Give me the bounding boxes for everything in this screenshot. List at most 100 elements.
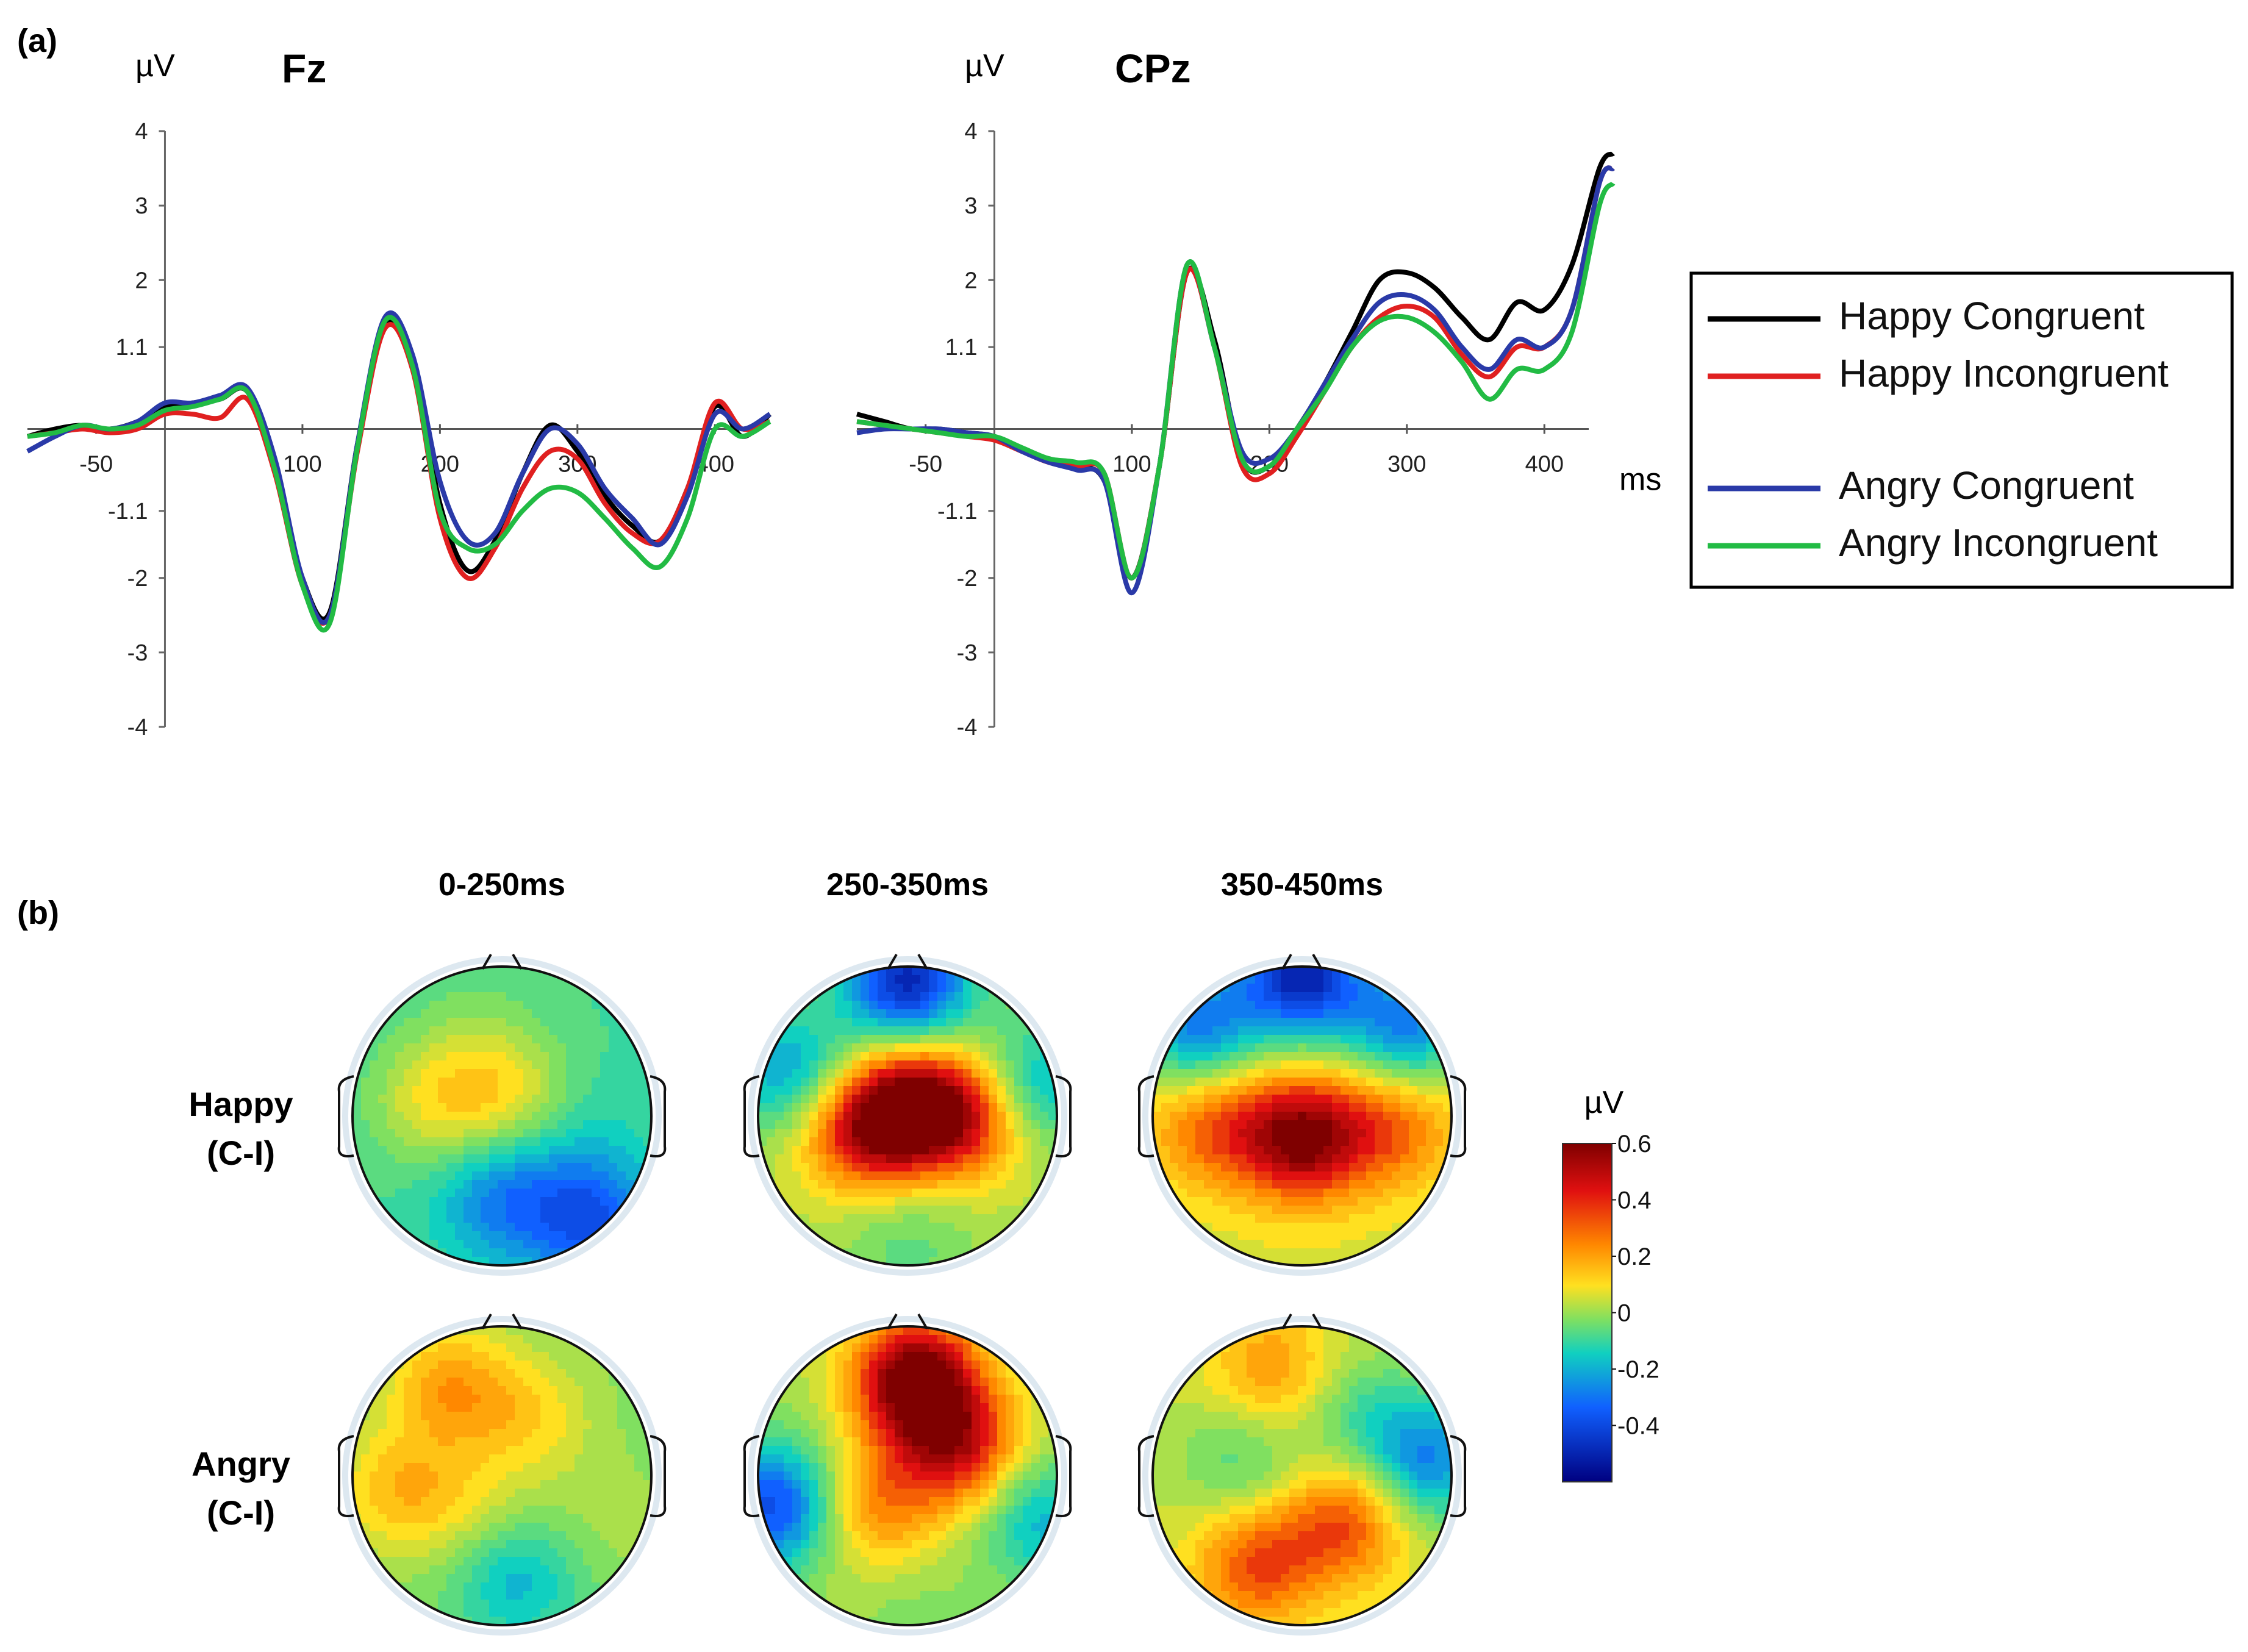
y-tick-label: 1.1 — [945, 335, 978, 360]
panel-b-label: (b) — [17, 895, 59, 931]
topo-maps — [337, 953, 1467, 1636]
nose-icon — [887, 953, 928, 970]
left-ear-icon — [1137, 1435, 1154, 1517]
y-tick-label: 3 — [964, 193, 977, 219]
colorbar-tick-label: 0.6 — [1617, 1131, 1652, 1157]
y-tick-label: 4 — [964, 119, 977, 145]
y-tick-label: -1.1 — [108, 499, 148, 524]
x-tick-label: 100 — [1112, 452, 1151, 477]
left-ear-icon — [743, 1435, 760, 1517]
right-ear-icon — [1055, 1435, 1072, 1517]
topo-row-label-happy-ci: (C-I) — [207, 1134, 275, 1172]
topo-row-label-angry-ci: (C-I) — [207, 1493, 275, 1532]
x-tick-label: -50 — [909, 452, 942, 477]
head-halo — [342, 1316, 662, 1636]
topo-column-title-1: 250-350ms — [826, 867, 989, 903]
x-tick-label: -50 — [79, 452, 113, 477]
topomap-angry-350-450ms — [1137, 1313, 1467, 1636]
legend-box — [1689, 271, 2234, 589]
series-line-angry-congruent — [856, 165, 1615, 596]
head-halo — [748, 956, 1067, 1276]
left-ear-icon — [1137, 1075, 1154, 1157]
head-outline — [757, 965, 1058, 1267]
head-outline — [351, 965, 653, 1267]
topo-row-label-angry: Angry — [192, 1445, 290, 1483]
topo-column-title-2: 350-450ms — [1221, 867, 1383, 903]
head-halo — [1142, 1316, 1462, 1636]
y-axis-unit-fz: µV — [135, 48, 175, 84]
head-outline — [351, 1325, 653, 1626]
y-tick-label: -3 — [127, 640, 148, 666]
y-tick-label: -3 — [957, 640, 978, 666]
colorbar-gradient — [1562, 1143, 1613, 1482]
y-tick-label: -1.1 — [937, 499, 977, 524]
y-tick-label: -2 — [957, 566, 978, 592]
legend-label-angry-congruent: Angry Congruent — [1839, 463, 2134, 507]
topomap-field — [758, 1326, 1057, 1625]
left-ear-icon — [337, 1435, 354, 1517]
topomap-field — [353, 967, 651, 1265]
legend-label-happy-congruent: Happy Congruent — [1839, 294, 2145, 338]
colorbar-tick-label: -0.2 — [1617, 1356, 1659, 1383]
colorbar-tick-label: 0.2 — [1617, 1243, 1652, 1270]
head-outline — [757, 1325, 1058, 1626]
series-line-angry-congruent — [26, 310, 771, 625]
x-tick-label: 100 — [283, 452, 321, 477]
colorbar: µV 0.6 0.4 0.2 0 -0.2 -0.4 — [1562, 1085, 1659, 1482]
colorbar-tick-label: 0 — [1617, 1300, 1631, 1327]
colorbar-tick-label: 0.4 — [1617, 1187, 1652, 1214]
nose-icon — [481, 1313, 523, 1330]
left-ear-icon — [743, 1075, 760, 1157]
topomap-angry-0-250ms — [337, 1313, 667, 1636]
nose-icon — [1281, 1313, 1323, 1330]
legend-label-angry-incongruent: Angry Incongruent — [1839, 521, 2158, 565]
series-line-angry-incongruent — [27, 315, 771, 633]
y-tick-label: -2 — [127, 566, 148, 592]
topomap-happy-350-450ms — [1137, 953, 1467, 1276]
nose-icon — [1281, 953, 1323, 970]
right-ear-icon — [650, 1435, 667, 1517]
y-tick-label: 4 — [135, 119, 148, 145]
topography-grid: 0-250ms 250-350ms 350-450ms Happy (C-I) … — [188, 867, 1659, 1636]
topo-column-title-0: 0-250ms — [439, 867, 565, 903]
y-tick-label: 3 — [135, 193, 148, 219]
nose-icon — [481, 953, 523, 970]
x-tick-label: 400 — [1525, 452, 1564, 477]
chart-title-cpz: CPz — [1115, 46, 1191, 91]
colorbar-ticks: 0.6 0.4 0.2 0 -0.2 -0.4 — [1612, 1131, 1659, 1440]
y-axis-unit-cpz: µV — [965, 48, 1004, 84]
head-halo — [1142, 956, 1462, 1276]
legend-label-happy-incongruent: Happy Incongruent — [1839, 351, 2169, 395]
head-halo — [748, 1316, 1067, 1636]
head-halo — [342, 956, 662, 1276]
head-outline — [1151, 965, 1453, 1267]
series-line-happy-incongruent — [27, 322, 771, 626]
series-line-angry-incongruent — [856, 181, 1616, 581]
topomap-happy-250-350ms — [743, 953, 1072, 1276]
right-ear-icon — [1055, 1075, 1072, 1157]
topomap-angry-250-350ms — [743, 1313, 1072, 1636]
nose-icon — [887, 1313, 928, 1330]
y-tick-label: 2 — [964, 268, 977, 293]
x-tick-label: 300 — [1387, 452, 1426, 477]
right-ear-icon — [1450, 1075, 1467, 1157]
colorbar-unit: µV — [1584, 1085, 1624, 1120]
panel-a-label: (a) — [17, 23, 57, 59]
chart-title-fz: Fz — [282, 46, 326, 91]
colorbar-tick-label: -0.4 — [1617, 1413, 1659, 1440]
left-ear-icon — [337, 1075, 354, 1157]
legend: Happy Congruent Happy Incongruent Angry … — [1689, 271, 2234, 589]
right-ear-icon — [650, 1075, 667, 1157]
topomap-happy-0-250ms — [337, 953, 667, 1276]
y-tick-label: -4 — [957, 715, 978, 740]
y-tick-label: 1.1 — [116, 335, 148, 360]
x-axis-label: ms — [1619, 462, 1661, 498]
topo-row-label-happy: Happy — [188, 1085, 293, 1123]
right-ear-icon — [1450, 1435, 1467, 1517]
head-outline — [1151, 1325, 1453, 1626]
y-tick-label: -4 — [127, 715, 148, 740]
y-tick-label: 2 — [135, 268, 148, 293]
